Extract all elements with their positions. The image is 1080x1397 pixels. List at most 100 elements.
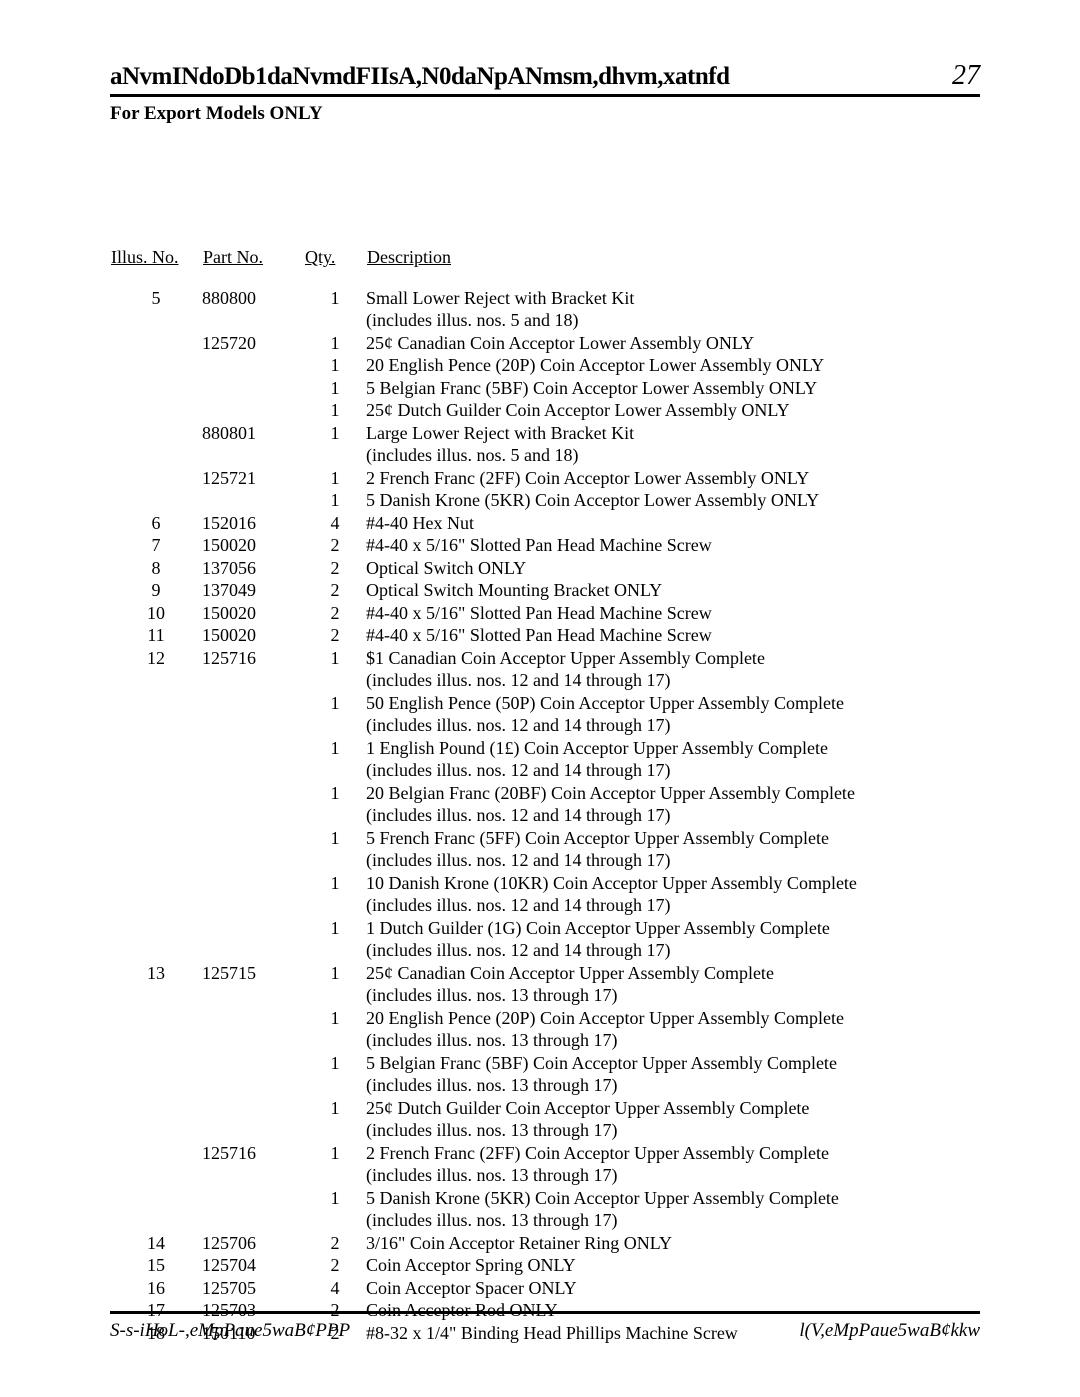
table-row: 120 English Pence (20P) Coin Acceptor Up… (110, 1007, 980, 1030)
page-footer: S-s-iHoL-,eMpPaue5waB¢PPP l(V,eMpPaue5wa… (110, 1311, 980, 1342)
cell-qty: 2 (304, 1254, 366, 1277)
header-illus: Illus. No. (110, 245, 202, 287)
cell-illus: 8 (110, 557, 202, 580)
cell-qty (304, 849, 366, 872)
table-row: 13125715125¢ Canadian Coin Acceptor Uppe… (110, 962, 980, 985)
cell-part (202, 399, 304, 422)
table-row: (includes illus. nos. 13 through 17) (110, 1209, 980, 1232)
cell-desc: #4-40 Hex Nut (366, 512, 980, 535)
table-row: 121257161$1 Canadian Coin Acceptor Upper… (110, 647, 980, 670)
cell-qty (304, 669, 366, 692)
cell-desc: 5 Belgian Franc (5BF) Coin Acceptor Uppe… (366, 1052, 980, 1075)
cell-desc: Optical Switch Mounting Bracket ONLY (366, 579, 980, 602)
cell-qty: 1 (304, 1142, 366, 1165)
cell-illus (110, 399, 202, 422)
cell-qty: 1 (304, 1007, 366, 1030)
cell-part (202, 1074, 304, 1097)
cell-qty: 1 (304, 962, 366, 985)
cell-desc: (includes illus. nos. 12 and 14 through … (366, 894, 980, 917)
cell-desc: (includes illus. nos. 13 through 17) (366, 1209, 980, 1232)
table-row: (includes illus. nos. 13 through 17) (110, 1119, 980, 1142)
parts-table-wrap: Illus. No. Part No. Qty. Description 588… (110, 245, 980, 1344)
cell-part: 125716 (202, 647, 304, 670)
table-row: 12572112 French Franc (2FF) Coin Accepto… (110, 467, 980, 490)
table-row: 58808001Small Lower Reject with Bracket … (110, 287, 980, 310)
cell-illus (110, 939, 202, 962)
cell-part (202, 692, 304, 715)
cell-part: 137049 (202, 579, 304, 602)
cell-illus (110, 309, 202, 332)
cell-qty: 4 (304, 1277, 366, 1300)
cell-qty (304, 1029, 366, 1052)
footer-right: l(V,eMpPaue5waB¢kkw (799, 1320, 980, 1342)
table-row: 111500202#4-40 x 5/16" Slotted Pan Head … (110, 624, 980, 647)
cell-qty: 1 (304, 917, 366, 940)
cell-illus: 14 (110, 1232, 202, 1255)
cell-part (202, 827, 304, 850)
cell-desc: 2 French Franc (2FF) Coin Acceptor Lower… (366, 467, 980, 490)
table-row: 15 French Franc (5FF) Coin Acceptor Uppe… (110, 827, 980, 850)
cell-desc: Large Lower Reject with Bracket Kit (366, 422, 980, 445)
cell-qty: 1 (304, 872, 366, 895)
cell-illus (110, 804, 202, 827)
cell-part (202, 804, 304, 827)
cell-illus (110, 377, 202, 400)
cell-illus (110, 444, 202, 467)
cell-illus (110, 489, 202, 512)
cell-desc: 10 Danish Krone (10KR) Coin Acceptor Upp… (366, 872, 980, 895)
cell-qty: 2 (304, 1232, 366, 1255)
cell-desc: 2 French Franc (2FF) Coin Acceptor Upper… (366, 1142, 980, 1165)
table-row: 71500202#4-40 x 5/16" Slotted Pan Head M… (110, 534, 980, 557)
table-row: (includes illus. nos. 13 through 17) (110, 1029, 980, 1052)
cell-qty (304, 939, 366, 962)
cell-part: 150020 (202, 624, 304, 647)
cell-qty: 1 (304, 467, 366, 490)
cell-part: 150020 (202, 602, 304, 625)
table-row: 91370492Optical Switch Mounting Bracket … (110, 579, 980, 602)
table-row: (includes illus. nos. 13 through 17) (110, 984, 980, 1007)
cell-illus (110, 467, 202, 490)
cell-qty: 2 (304, 557, 366, 580)
page-header: aNvmINdoDb1daNvmdFIIsA,N0daNpANmsm,dhvm,… (110, 60, 980, 97)
cell-desc: 25¢ Dutch Guilder Coin Acceptor Upper As… (366, 1097, 980, 1120)
cell-illus (110, 1097, 202, 1120)
cell-qty (304, 309, 366, 332)
cell-part (202, 1164, 304, 1187)
cell-illus (110, 1029, 202, 1052)
cell-part: 125706 (202, 1232, 304, 1255)
cell-desc: #4-40 x 5/16" Slotted Pan Head Machine S… (366, 602, 980, 625)
cell-qty: 1 (304, 399, 366, 422)
table-row: 101500202#4-40 x 5/16" Slotted Pan Head … (110, 602, 980, 625)
cell-illus (110, 827, 202, 850)
cell-illus (110, 1007, 202, 1030)
cell-part (202, 782, 304, 805)
table-row: 8808011Large Lower Reject with Bracket K… (110, 422, 980, 445)
cell-illus: 6 (110, 512, 202, 535)
table-row: 110 Danish Krone (10KR) Coin Acceptor Up… (110, 872, 980, 895)
cell-desc: 20 English Pence (20P) Coin Acceptor Upp… (366, 1007, 980, 1030)
cell-illus: 12 (110, 647, 202, 670)
cell-desc: (includes illus. nos. 13 through 17) (366, 984, 980, 1007)
cell-qty: 1 (304, 287, 366, 310)
cell-qty (304, 804, 366, 827)
cell-desc: (includes illus. nos. 13 through 17) (366, 1164, 980, 1187)
cell-desc: 20 Belgian Franc (20BF) Coin Acceptor Up… (366, 782, 980, 805)
cell-part: 125716 (202, 1142, 304, 1165)
table-body: 58808001Small Lower Reject with Bracket … (110, 287, 980, 1345)
table-row: 150 English Pence (50P) Coin Acceptor Up… (110, 692, 980, 715)
table-row: 11 English Pound (1£) Coin Acceptor Uppe… (110, 737, 980, 760)
cell-part (202, 1052, 304, 1075)
table-row: (includes illus. nos. 12 and 14 through … (110, 714, 980, 737)
cell-desc: (includes illus. nos. 12 and 14 through … (366, 714, 980, 737)
table-row: (includes illus. nos. 5 and 18) (110, 444, 980, 467)
table-row: (includes illus. nos. 12 and 14 through … (110, 669, 980, 692)
cell-illus (110, 354, 202, 377)
cell-part (202, 984, 304, 1007)
cell-part: 125705 (202, 1277, 304, 1300)
cell-desc: (includes illus. nos. 5 and 18) (366, 309, 980, 332)
cell-desc: (includes illus. nos. 12 and 14 through … (366, 759, 980, 782)
cell-qty: 1 (304, 332, 366, 355)
cell-desc: (includes illus. nos. 13 through 17) (366, 1119, 980, 1142)
header-part: Part No. (202, 245, 304, 287)
cell-illus (110, 782, 202, 805)
